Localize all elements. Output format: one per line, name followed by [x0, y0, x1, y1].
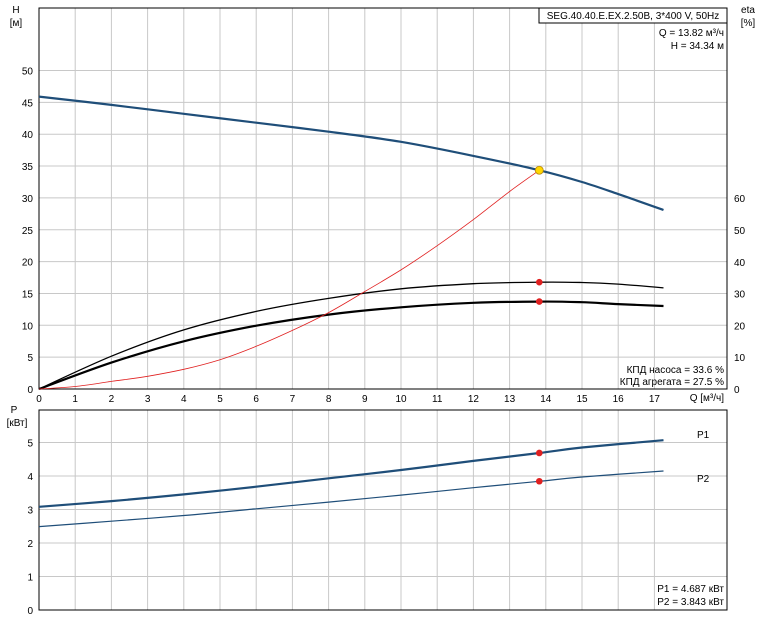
h-axis-unit: [м]: [10, 18, 23, 29]
p-tick-label: 2: [27, 539, 33, 550]
q-tick-label: 5: [217, 394, 223, 405]
p-tick-label: 1: [27, 573, 33, 584]
system-curve: [38, 169, 540, 390]
q-tick-label: 14: [540, 394, 552, 405]
upper-y2-tick-labels: 0 10 20 30 40 50 60: [734, 194, 746, 396]
upper-curves: [38, 95, 664, 391]
q-tick-label: 17: [649, 394, 661, 405]
h-tick-label: 15: [22, 289, 34, 300]
eta-axis-unit: [%]: [741, 18, 756, 29]
x-axis-label: Q [м³/ч]: [690, 393, 725, 404]
q-tick-label: 0: [36, 394, 42, 405]
eta-tick-label: 30: [734, 290, 746, 301]
p2-series-label: P2: [697, 474, 710, 485]
p-axis-label: P: [11, 405, 18, 416]
eta-tick-label: 20: [734, 321, 746, 332]
p-tick-label: 5: [27, 439, 33, 450]
h-tick-label: 50: [22, 67, 34, 78]
pump-efficiency-duty-marker: [535, 278, 543, 286]
h-tick-label: 40: [22, 130, 34, 141]
q-tick-label: 8: [326, 394, 332, 405]
p1-duty-marker: [535, 449, 543, 457]
h-axis-label: H: [12, 5, 19, 16]
chart-title: SEG.40.40.E.EX.2.50B, 3*400 V, 50Hz: [547, 11, 720, 22]
h-tick-label: 10: [22, 321, 34, 332]
q-tick-label: 6: [253, 394, 259, 405]
h-tick-label: 0: [27, 385, 33, 396]
duty-flow-label: Q = 13.82 м³/ч: [659, 28, 724, 39]
upper-x-tick-labels: 0 1 2 3 4 5 6 7 8 9 10 11 12 13 14 15 16 17: [36, 394, 660, 405]
p2-value-label: P2 = 3.843 кВт: [657, 597, 724, 608]
p-tick-label: 3: [27, 506, 33, 517]
h-tick-label: 5: [27, 353, 33, 364]
q-tick-label: 11: [432, 394, 443, 405]
eta-axis-label: eta: [741, 5, 755, 16]
unit-efficiency-curve: [38, 300, 664, 391]
h-tick-label: 25: [22, 226, 34, 237]
unit-efficiency-duty-marker: [535, 298, 543, 305]
p1-curve: [38, 439, 664, 508]
upper-plot-frame: [38, 7, 728, 390]
p2-duty-marker: [535, 477, 543, 485]
unit-efficiency-label: КПД агрегата = 27.5 %: [620, 377, 724, 388]
h-tick-label: 30: [22, 194, 34, 205]
eta-tick-label: 50: [734, 226, 746, 237]
upper-y-tick-labels: 0 5 10 15 20 25 30 35 40 45 50: [22, 67, 34, 397]
q-tick-label: 9: [362, 394, 368, 405]
h-tick-label: 20: [22, 258, 34, 269]
p-tick-label: 0: [27, 606, 33, 617]
p-tick-label: 4: [27, 472, 33, 483]
q-tick-label: 1: [72, 394, 78, 405]
lower-y-tick-labels: 0 1 2 3 4 5: [27, 439, 33, 618]
p-axis-unit: [кВт]: [7, 418, 28, 429]
lower-curves: [38, 439, 664, 528]
q-tick-label: 16: [613, 394, 625, 405]
p2-curve: [38, 470, 664, 528]
q-tick-label: 2: [109, 394, 115, 405]
h-tick-label: 45: [22, 98, 34, 109]
title-box: [538, 7, 728, 24]
pump-efficiency-curve: [38, 281, 664, 390]
upper-grid: [39, 8, 727, 389]
q-tick-label: 3: [145, 394, 151, 405]
h-tick-label: 35: [22, 162, 34, 173]
eta-tick-label: 0: [734, 385, 740, 396]
eta-tick-label: 10: [734, 353, 746, 364]
x-axis-label-bg: [689, 390, 726, 403]
lower-grid: [39, 410, 727, 610]
lower-plot-frame: [38, 409, 728, 611]
q-tick-label: 15: [576, 394, 588, 405]
lower-chart: 0 1 2 3 4 5 P [кВт] P1 P2 P1 = 4.687 кВт P2 =…: [7, 405, 728, 618]
q-tick-label: 10: [395, 394, 407, 405]
head-curve: [38, 95, 664, 212]
p1-value-label: P1 = 4.687 кВт: [657, 584, 724, 595]
eta-tick-label: 40: [734, 258, 746, 269]
q-tick-label: 13: [504, 394, 516, 405]
q-tick-label: 7: [290, 394, 296, 405]
q-tick-label: 12: [468, 394, 480, 405]
eta-tick-label: 60: [734, 194, 746, 205]
p1-series-label: P1: [697, 430, 710, 441]
duty-head-label: H = 34.34 м: [671, 41, 724, 52]
q-tick-label: 4: [181, 394, 187, 405]
pump-efficiency-label: КПД насоса = 33.6 %: [627, 365, 725, 376]
duty-point-marker: [534, 165, 544, 175]
